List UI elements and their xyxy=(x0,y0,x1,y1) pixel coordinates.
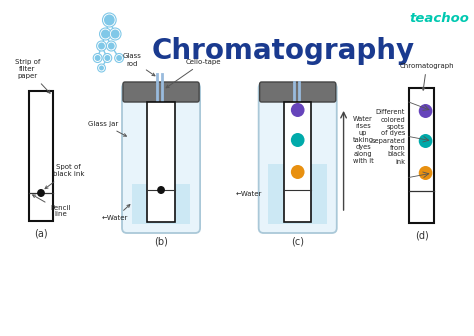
FancyBboxPatch shape xyxy=(123,82,199,102)
Bar xyxy=(147,102,175,222)
Circle shape xyxy=(106,41,116,51)
Circle shape xyxy=(99,66,104,71)
Text: Water
rises
up
taking
dyes
along
with it: Water rises up taking dyes along with it xyxy=(353,116,374,164)
Circle shape xyxy=(104,55,110,61)
Text: (d): (d) xyxy=(415,231,428,241)
Circle shape xyxy=(116,55,122,61)
Circle shape xyxy=(100,28,111,40)
Text: Glass
rod: Glass rod xyxy=(122,53,155,76)
FancyBboxPatch shape xyxy=(260,82,336,102)
Text: Chromatograph: Chromatograph xyxy=(399,63,454,90)
Circle shape xyxy=(419,134,432,148)
Text: (c): (c) xyxy=(291,236,304,246)
Circle shape xyxy=(109,28,121,40)
Circle shape xyxy=(157,186,165,194)
Bar xyxy=(284,102,311,222)
Text: Chromatography: Chromatography xyxy=(152,37,415,65)
Text: (a): (a) xyxy=(34,229,48,239)
Bar xyxy=(29,91,53,221)
Circle shape xyxy=(93,53,102,62)
Text: Cello-tape: Cello-tape xyxy=(166,59,221,88)
Circle shape xyxy=(37,189,45,197)
Text: (b): (b) xyxy=(154,236,168,246)
Text: Different
colored
spots
of dyes
separated
from
black
ink: Different colored spots of dyes separate… xyxy=(371,110,405,165)
Text: teachoo: teachoo xyxy=(410,11,469,25)
Text: ←Water: ←Water xyxy=(102,205,130,221)
Bar xyxy=(268,164,327,224)
Circle shape xyxy=(115,53,123,62)
Circle shape xyxy=(111,30,119,39)
Circle shape xyxy=(98,42,105,49)
FancyBboxPatch shape xyxy=(259,83,337,233)
Circle shape xyxy=(291,165,304,179)
Circle shape xyxy=(101,30,110,39)
Circle shape xyxy=(419,166,432,180)
Text: Glass jar: Glass jar xyxy=(88,121,127,136)
Text: Spot of
black ink: Spot of black ink xyxy=(45,165,84,188)
Circle shape xyxy=(291,133,304,147)
Circle shape xyxy=(95,55,100,61)
Circle shape xyxy=(104,14,115,26)
Text: Strip of
filter
paper: Strip of filter paper xyxy=(15,59,50,93)
Text: Pencil
line: Pencil line xyxy=(33,195,71,217)
Circle shape xyxy=(108,42,115,49)
Text: ←Water: ←Water xyxy=(235,191,262,197)
Circle shape xyxy=(103,53,112,62)
FancyBboxPatch shape xyxy=(122,83,200,233)
Circle shape xyxy=(102,13,116,27)
Bar xyxy=(409,88,434,223)
Circle shape xyxy=(98,64,105,72)
Circle shape xyxy=(291,103,304,117)
Bar xyxy=(132,184,191,224)
Circle shape xyxy=(419,104,432,118)
Circle shape xyxy=(97,41,106,51)
